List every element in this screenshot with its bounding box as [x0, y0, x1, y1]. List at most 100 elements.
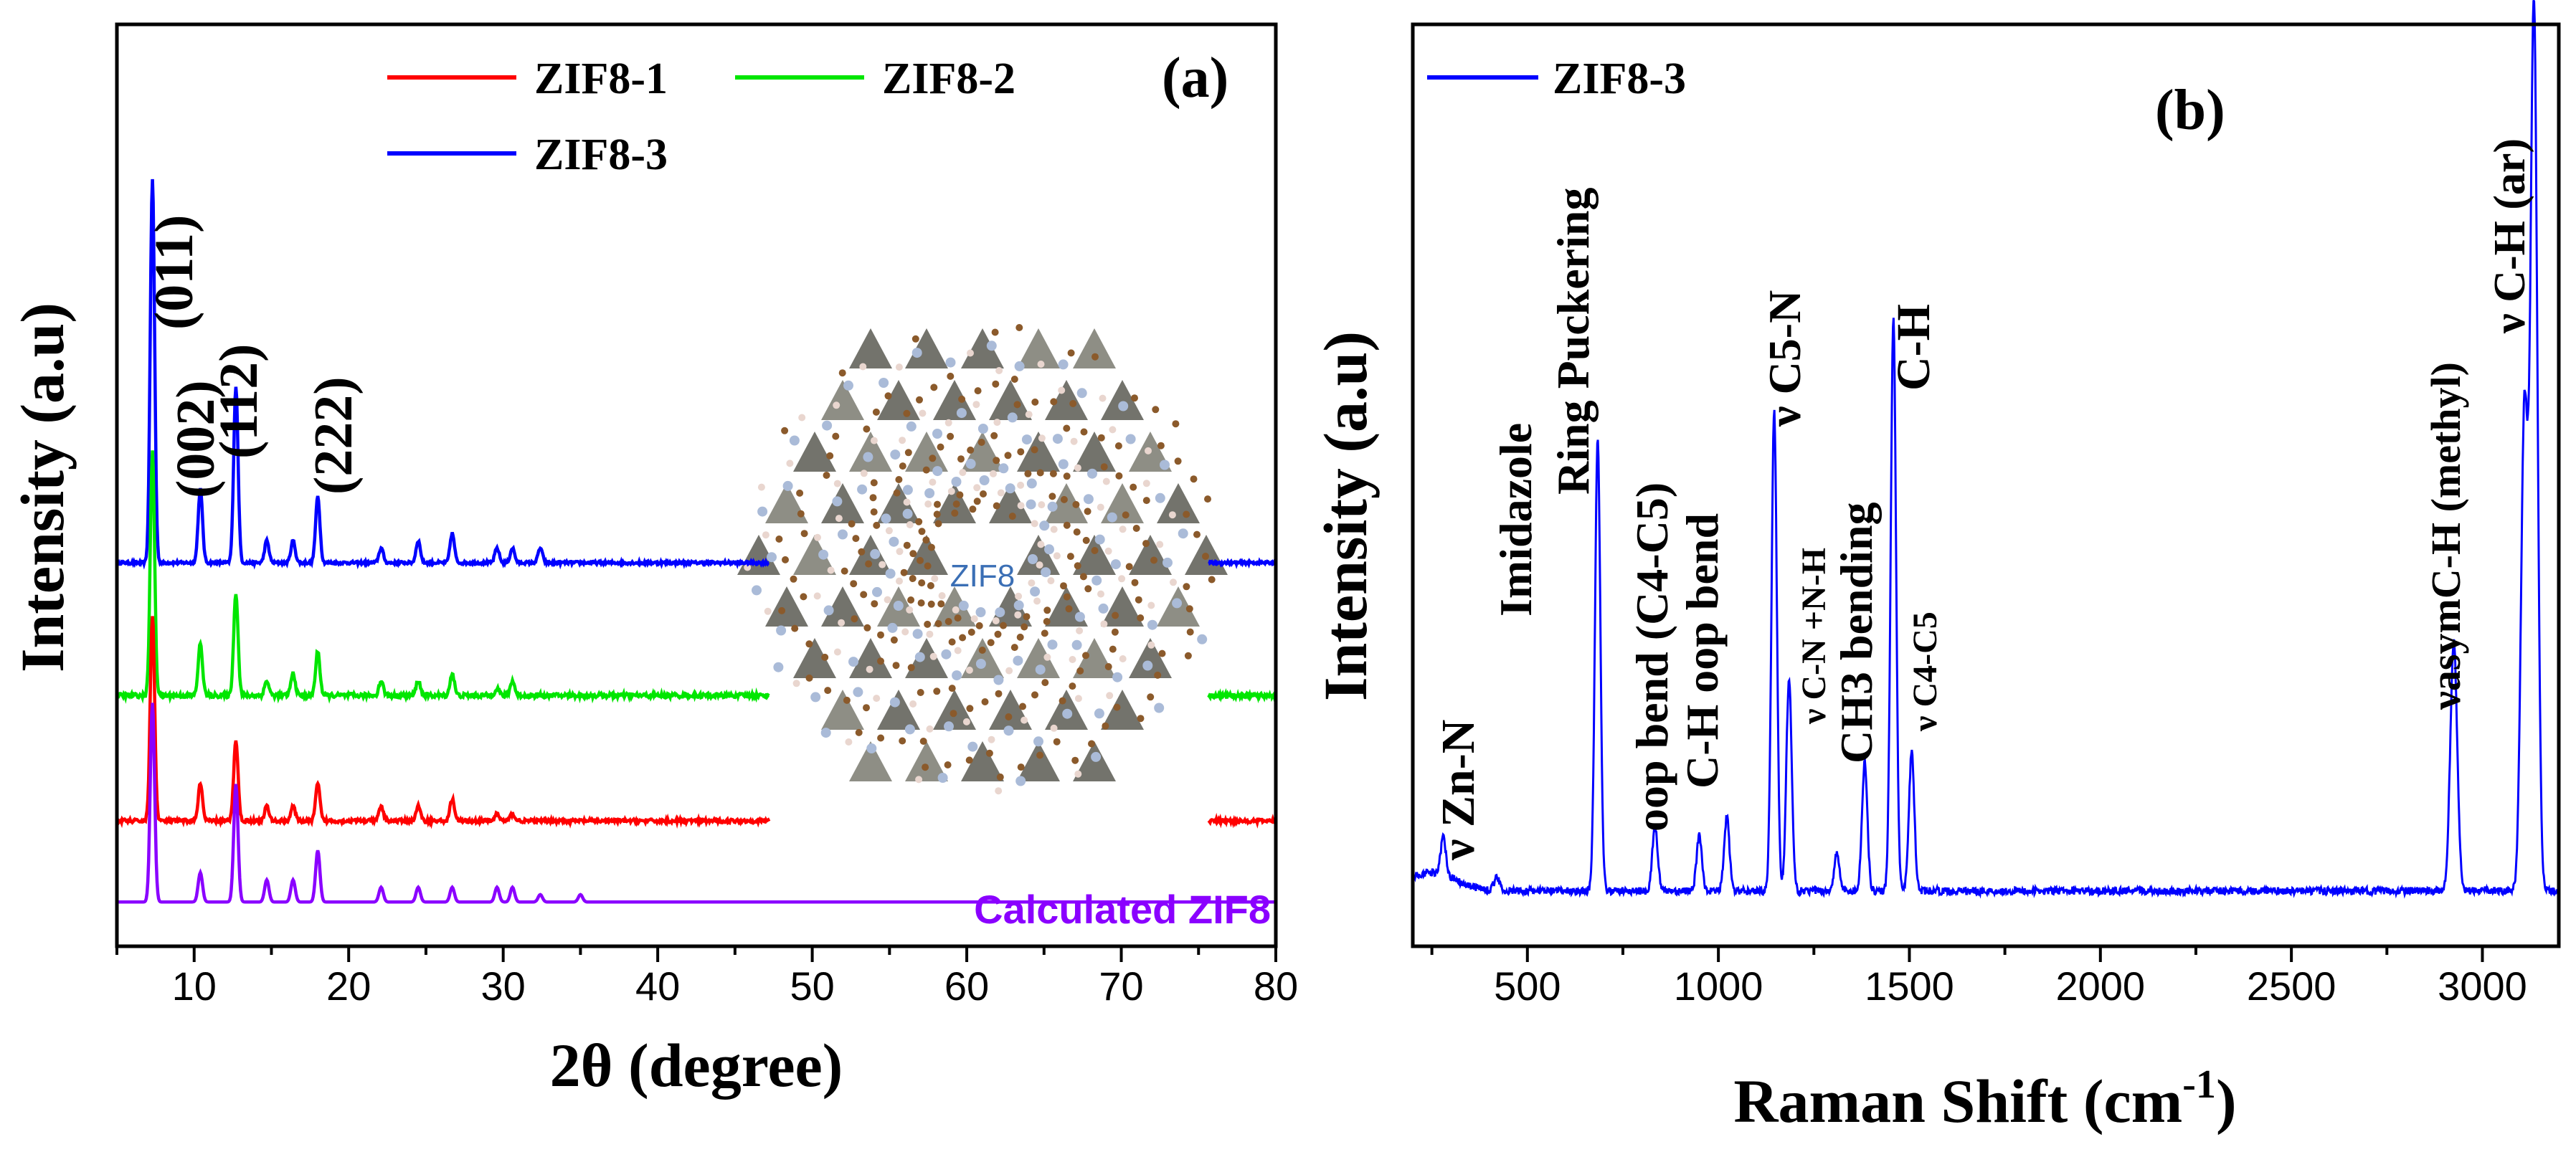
atom-dot: [995, 787, 1003, 795]
atom-dot: [906, 606, 914, 614]
atom-dot: [917, 689, 924, 696]
atom-dot: [1147, 641, 1155, 649]
atom-dot: [1014, 361, 1025, 371]
atom-dot: [1118, 401, 1129, 411]
atom-dot: [969, 505, 977, 513]
x-tick-label: 20: [326, 963, 371, 1009]
zn-tetrahedron: [1073, 328, 1116, 368]
atom-dot: [972, 401, 980, 409]
atom-dot: [889, 697, 900, 708]
atom-dot: [820, 728, 831, 738]
atom-dot: [974, 387, 982, 395]
atom-dot: [918, 528, 926, 535]
atom-dot: [843, 696, 851, 704]
band-c-n-n-h-label: ν C-N +N-H: [1795, 548, 1833, 725]
atom-dot: [1024, 470, 1032, 477]
zn-tetrahedron: [933, 380, 976, 420]
atom-dot: [1066, 553, 1074, 561]
atom-dot: [924, 562, 932, 570]
atom-dot: [902, 508, 913, 519]
panel-b-x-axis-title: Raman Shift (cm-1): [1733, 1062, 2236, 1136]
atom-dot: [1071, 639, 1082, 650]
atom-dot: [1185, 605, 1193, 613]
atom-dot: [1125, 563, 1133, 571]
x-tick-label: 40: [635, 963, 680, 1009]
atom-dot: [1099, 394, 1107, 402]
atom-dot: [967, 628, 975, 636]
atom-dot: [1033, 736, 1043, 747]
atom-dot: [1035, 665, 1046, 675]
atom-dot: [822, 420, 833, 431]
atom-dot: [1183, 583, 1190, 591]
atom-dot: [786, 460, 794, 467]
zn-tetrahedron: [849, 432, 892, 472]
atom-dot: [1036, 561, 1043, 569]
zn-tetrahedron: [1129, 638, 1172, 678]
atom-dot: [838, 529, 848, 540]
series-line-raman-zif8-3: [1411, 0, 2560, 899]
atom-dot: [778, 606, 786, 614]
atom-dot: [1119, 525, 1127, 533]
atom-dot: [962, 718, 970, 725]
atom-dot: [1013, 600, 1024, 611]
atom-dot: [1160, 460, 1170, 470]
atom-dot: [1049, 470, 1057, 477]
panel-a-xrd-chart: ZIF8 10 20 30 40 50 60 70 80 ZIF8-1 ZIF8-2 ZIF8…: [8, 22, 1298, 1100]
atom-dot: [1033, 597, 1041, 605]
atom-dot: [1044, 544, 1054, 555]
x-tick-label: 80: [1254, 963, 1298, 1009]
atom-dot: [1017, 448, 1025, 456]
atom-dot: [1038, 434, 1046, 442]
atom-dot: [773, 662, 784, 672]
atom-dot: [1084, 585, 1092, 593]
atom-dot: [1076, 627, 1084, 634]
atom-dot: [1015, 776, 1026, 786]
atom-dot: [827, 566, 835, 574]
atom-dot: [1137, 715, 1145, 723]
atom-dot: [959, 634, 967, 642]
zn-tetrahedron: [905, 741, 948, 781]
atom-dot: [956, 491, 964, 499]
panel-a-plot-frame: [115, 22, 1278, 948]
atom-dot: [1154, 703, 1165, 713]
atom-dot: [1050, 525, 1058, 533]
panel-b-x-axis: 500 1000 1500 2000 2500 3000: [1430, 946, 2527, 1009]
atom-dot: [924, 488, 935, 498]
atom-dot: [866, 743, 877, 753]
atom-dot: [965, 666, 973, 674]
atom-dot: [1125, 434, 1136, 444]
atom-dot: [1098, 603, 1109, 614]
atom-dot: [997, 489, 1005, 497]
zn-tetrahedron: [821, 380, 864, 420]
atom-dot: [973, 498, 981, 505]
atom-dot: [1005, 713, 1013, 720]
zn-tetrahedron: [821, 690, 864, 730]
atom-dot: [956, 408, 967, 419]
atom-dot: [1063, 521, 1071, 529]
atom-dot: [934, 620, 942, 627]
zn-tetrahedron: [1101, 690, 1144, 730]
atom-dot: [764, 607, 772, 615]
atom-dot: [781, 427, 789, 434]
atom-dot: [1100, 620, 1108, 628]
atom-dot: [792, 680, 800, 687]
atom-dot: [892, 662, 900, 670]
atom-dot: [1053, 738, 1061, 746]
atom-dot: [1102, 722, 1109, 730]
panel-a-x-axis-title: 2θ (degree): [550, 1031, 843, 1100]
atom-dot: [1087, 468, 1097, 479]
zn-tetrahedron: [1017, 535, 1060, 575]
atom-dot: [1072, 500, 1080, 508]
atom-dot: [814, 533, 821, 541]
atom-dot: [1005, 667, 1013, 675]
atom-dot: [1041, 679, 1049, 687]
atom-dot: [860, 591, 868, 599]
atom-dot: [990, 470, 997, 477]
atom-dot: [954, 647, 962, 654]
atom-dot: [996, 773, 1004, 781]
atom-dot: [757, 483, 765, 491]
atom-dot: [1047, 639, 1058, 650]
atom-dot: [1026, 478, 1037, 489]
atom-dot: [1184, 652, 1192, 660]
atom-dot: [1080, 428, 1088, 436]
